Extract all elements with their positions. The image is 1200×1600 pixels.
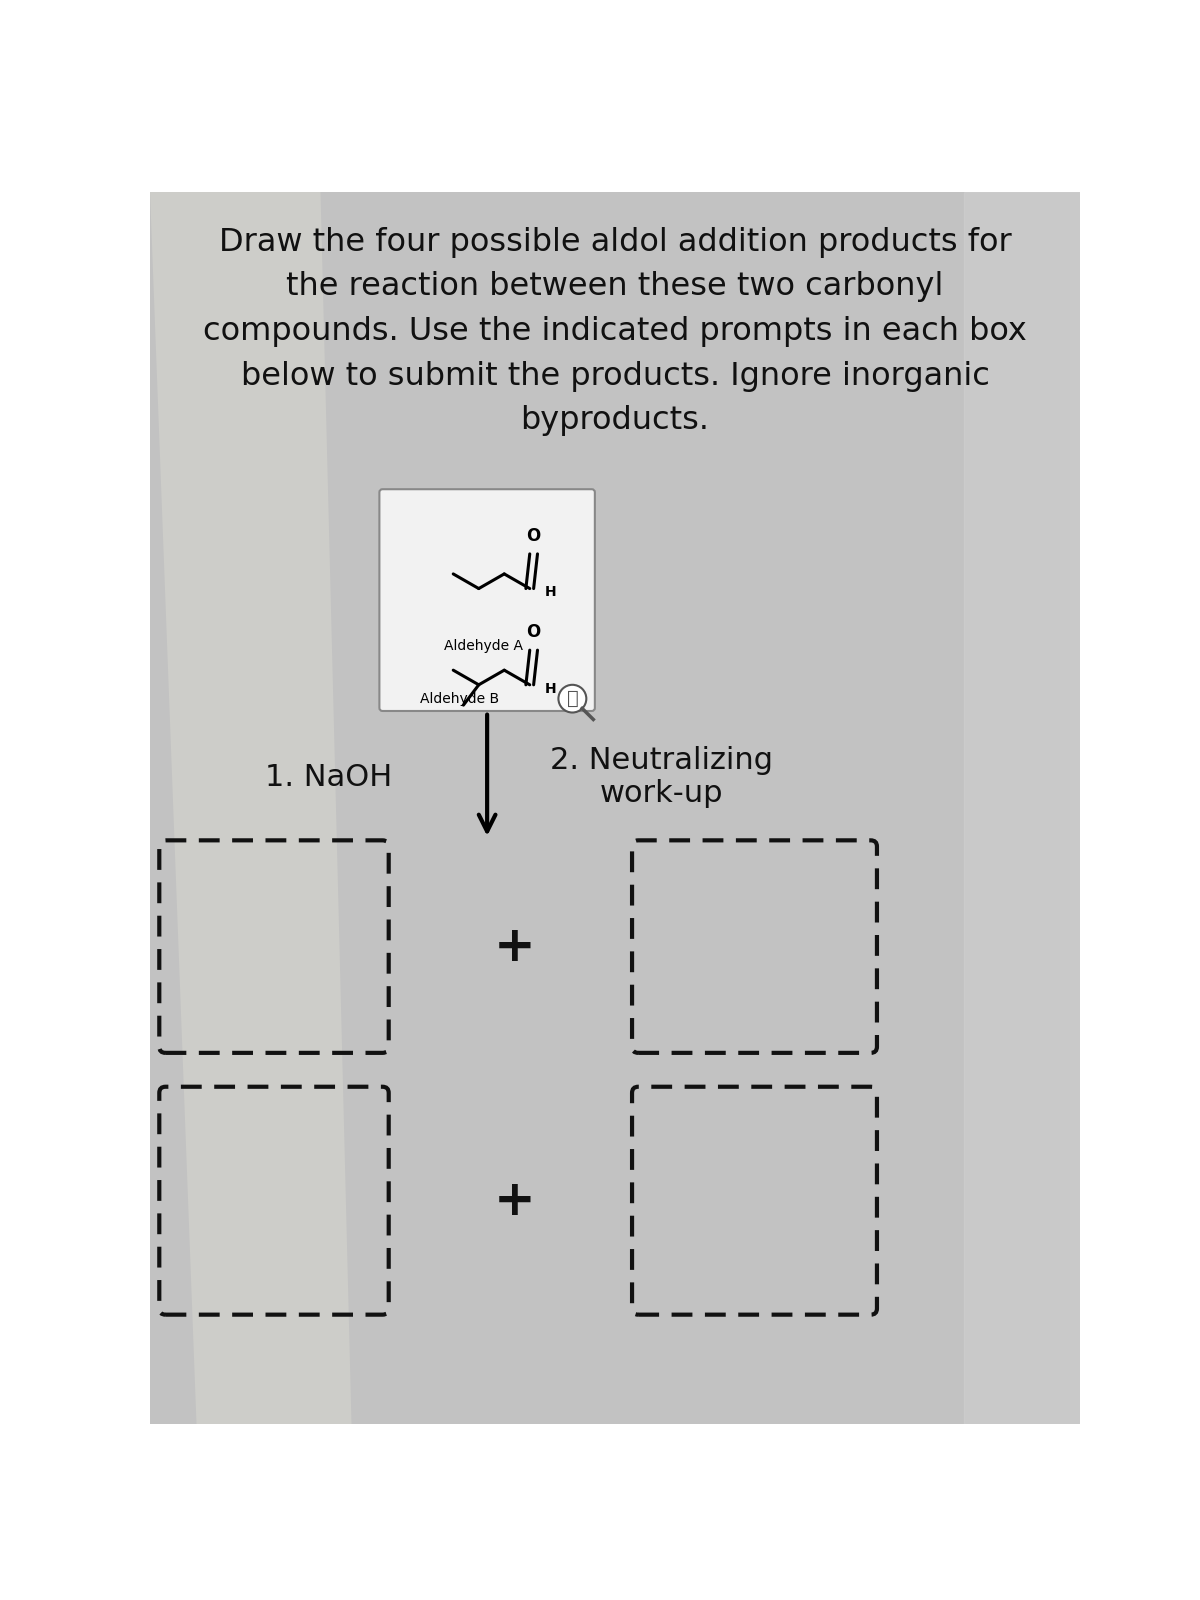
Text: H: H bbox=[545, 586, 557, 600]
Text: byproducts.: byproducts. bbox=[521, 405, 709, 437]
Text: 1. NaOH: 1. NaOH bbox=[265, 763, 392, 792]
FancyBboxPatch shape bbox=[379, 490, 595, 710]
Text: Draw the four possible aldol addition products for: Draw the four possible aldol addition pr… bbox=[218, 227, 1012, 258]
Text: Aldehyde A: Aldehyde A bbox=[444, 638, 523, 653]
Text: O: O bbox=[527, 526, 541, 544]
Text: 2. Neutralizing
work-up: 2. Neutralizing work-up bbox=[550, 746, 773, 808]
Text: O: O bbox=[527, 622, 541, 642]
Text: the reaction between these two carbonyl: the reaction between these two carbonyl bbox=[287, 272, 943, 302]
Text: H: H bbox=[545, 682, 557, 696]
Text: Aldehyde B: Aldehyde B bbox=[420, 693, 499, 707]
Text: +: + bbox=[493, 1176, 535, 1224]
Text: +: + bbox=[493, 923, 535, 971]
Bar bbox=[964, 192, 1080, 1424]
Text: compounds. Use the indicated prompts in each box: compounds. Use the indicated prompts in … bbox=[203, 315, 1027, 347]
Text: below to submit the products. Ignore inorganic: below to submit the products. Ignore ino… bbox=[240, 360, 990, 392]
Text: ⌕: ⌕ bbox=[566, 690, 578, 709]
Polygon shape bbox=[150, 192, 352, 1424]
Circle shape bbox=[558, 685, 587, 712]
